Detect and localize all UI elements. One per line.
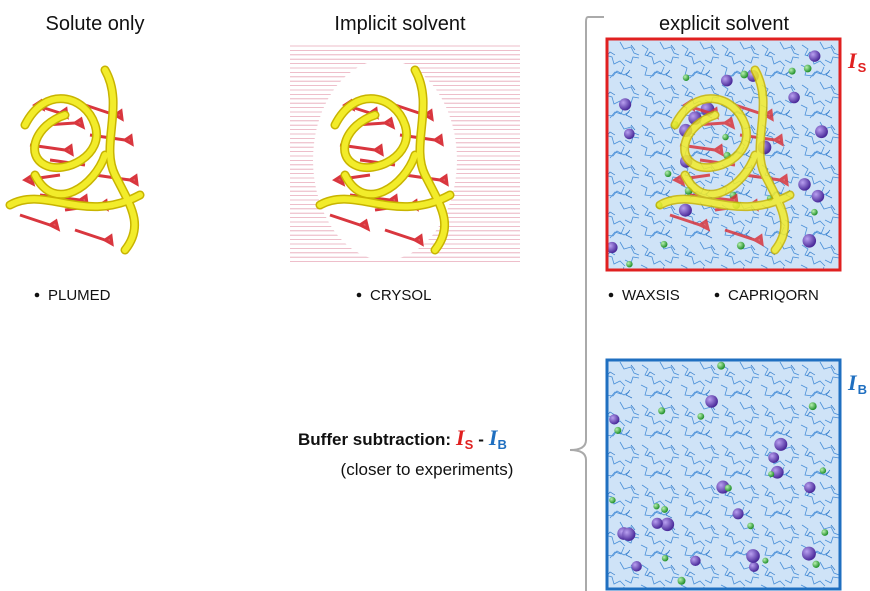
chloride-ion bbox=[804, 65, 812, 73]
sodium-ion bbox=[798, 178, 811, 191]
chloride-ion bbox=[811, 209, 818, 216]
intensity-label: IB bbox=[847, 370, 867, 397]
sodium-ion bbox=[619, 98, 631, 110]
sodium-ion bbox=[768, 452, 779, 463]
chloride-ion bbox=[697, 413, 704, 420]
chloride-ion bbox=[683, 74, 690, 81]
sodium-ion bbox=[622, 528, 635, 541]
chloride-ion bbox=[812, 561, 819, 568]
bullet bbox=[609, 293, 614, 298]
sodium-ion bbox=[774, 438, 787, 451]
chloride-ion bbox=[737, 242, 745, 250]
chloride-ion bbox=[661, 241, 668, 248]
chloride-ion bbox=[821, 529, 828, 536]
bracket bbox=[570, 17, 604, 591]
chloride-ion bbox=[626, 261, 632, 267]
sodium-ion bbox=[721, 75, 733, 87]
sodium-ion bbox=[631, 561, 642, 572]
rna-structure bbox=[10, 70, 140, 250]
chloride-ion bbox=[658, 407, 665, 414]
chloride-ion bbox=[768, 471, 774, 477]
chloride-ion bbox=[662, 555, 668, 561]
sodium-ion bbox=[733, 508, 744, 519]
sodium-ion bbox=[690, 556, 700, 566]
sodium-ion bbox=[804, 482, 815, 493]
panel-title: Solute only bbox=[46, 13, 145, 35]
chloride-ion bbox=[740, 71, 748, 79]
figure: Solute only Implicit solvent explicit so… bbox=[0, 0, 870, 591]
buffer-subtraction: Buffer subtraction:IS-IB bbox=[298, 425, 507, 452]
chloride-ion bbox=[747, 523, 754, 530]
sodium-ion bbox=[746, 549, 760, 563]
method: WAXSIS bbox=[622, 287, 680, 304]
method: CRYSOL bbox=[370, 287, 431, 304]
chloride-ion bbox=[653, 503, 659, 509]
chloride-ion bbox=[609, 497, 615, 503]
method: CAPRIQORN bbox=[728, 287, 819, 304]
sodium-ion bbox=[815, 125, 828, 138]
chloride-ion bbox=[665, 170, 672, 177]
chloride-ion bbox=[762, 558, 768, 564]
sodium-ion bbox=[705, 395, 718, 408]
sodium-ion bbox=[652, 518, 663, 529]
chloride-ion bbox=[725, 484, 732, 491]
sodium-ion bbox=[749, 562, 759, 572]
chloride-ion bbox=[820, 467, 826, 473]
panel-title: Implicit solvent bbox=[334, 13, 466, 35]
panel-title: explicit solvent bbox=[659, 13, 790, 35]
chloride-ion bbox=[717, 362, 725, 370]
bullet bbox=[357, 293, 362, 298]
chloride-ion bbox=[789, 68, 796, 75]
sodium-ion bbox=[809, 50, 820, 61]
method: PLUMED bbox=[48, 287, 111, 304]
bullet bbox=[35, 293, 40, 298]
chloride-ion bbox=[809, 402, 817, 410]
chloride-ion bbox=[614, 427, 621, 434]
chloride-ion bbox=[678, 577, 686, 585]
intensity-label: IS bbox=[847, 48, 867, 75]
sodium-ion bbox=[788, 92, 799, 103]
sodium-ion bbox=[802, 547, 816, 561]
chloride-ion bbox=[661, 506, 668, 513]
buffer-note: (closer to experiments) bbox=[341, 460, 514, 479]
sodium-ion bbox=[812, 190, 825, 203]
sodium-ion bbox=[679, 204, 692, 217]
sodium-ion bbox=[609, 414, 619, 424]
chloride-ion bbox=[722, 134, 728, 140]
bullet bbox=[715, 293, 720, 298]
sodium-ion bbox=[803, 234, 817, 248]
sodium-ion bbox=[624, 129, 635, 140]
